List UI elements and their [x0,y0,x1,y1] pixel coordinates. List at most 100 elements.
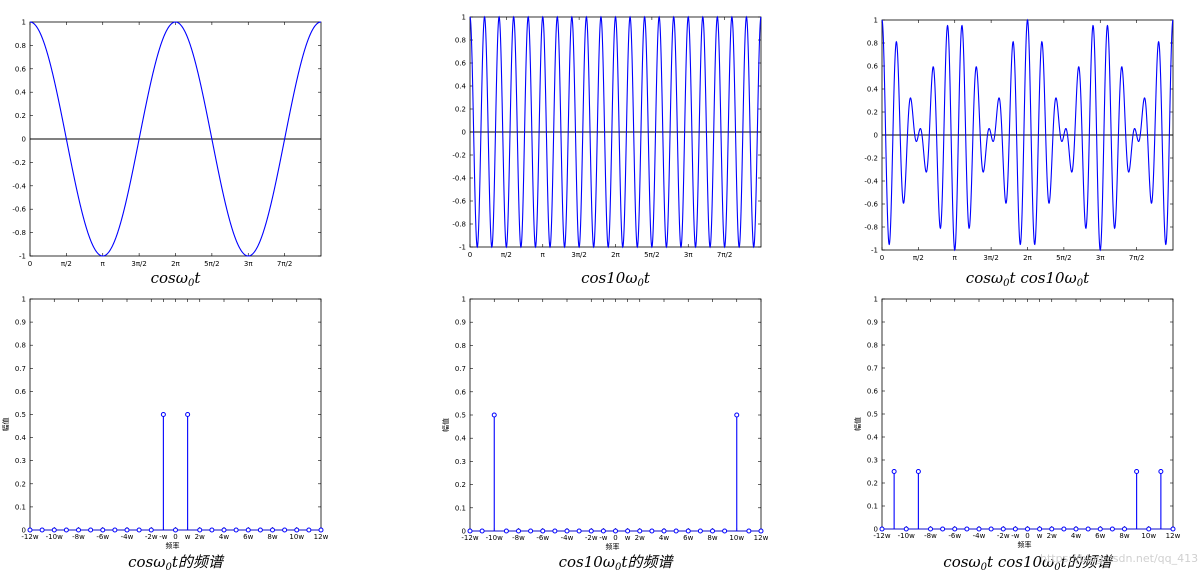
x-axis-label: 频率 [606,542,620,551]
stem-marker [306,527,312,533]
caption-segment: cosω [128,553,165,571]
x-tick-label: 12w [754,534,769,542]
stem-marker [685,528,691,534]
stem-marker [1122,526,1127,532]
y-tick-label: 0.6 [867,63,879,71]
y-tick-label: 0.8 [15,342,26,350]
y-tick-label: 0.5 [867,411,878,419]
x-tick-label: w [185,533,191,541]
y-tick-label: -0.4 [864,178,878,186]
stem-marker [1134,469,1140,474]
x-tick-label: 7π/2 [1129,254,1144,262]
x-tick-label: -2w [145,533,158,541]
stem-marker [903,526,909,532]
stem-marker [221,527,227,533]
stem-marker [1037,526,1043,532]
stem-marker [100,527,106,533]
y-tick-label: 0.3 [15,457,26,465]
x-tick-label: 3π/2 [571,251,586,259]
chart-caption: cosω0t cos10ω0t [966,269,1090,289]
y-tick-label: 0.1 [455,504,466,512]
x-axis-label: 频率 [1018,540,1032,549]
stem-marker [988,526,994,532]
x-tick-label: -w [1011,532,1020,540]
caption-segment: cosω [943,553,980,571]
caption-subscript: 0 [188,278,195,289]
x-tick-label: 0 [613,534,617,542]
chart-caption: cos10ω0t的频谱 [559,553,675,573]
x-tick-label: π/2 [61,260,72,268]
x-tick-label: 0 [173,533,177,541]
y-tick-label: 0.4 [867,86,879,94]
caption-segment: cosω [151,269,188,287]
stem-marker [758,528,764,534]
stem-marker [576,528,582,534]
x-tick-label: 5π/2 [1056,254,1071,262]
x-tick-label: 0 [880,254,884,262]
x-tick-label: π [953,254,958,262]
caption-segment: t [1083,269,1090,287]
y-tick-label: 0.7 [455,365,466,373]
stem-marker [588,528,594,534]
stem-marker [625,528,631,534]
stem-marker [1025,526,1030,532]
stem-marker [63,527,69,533]
stem-marker [915,469,921,474]
stem-marker [467,528,473,534]
x-tick-label: 7π/2 [717,251,732,259]
x-tick-label: 0 [28,260,32,268]
x-tick-label: 7π/2 [277,260,292,268]
stem-marker [88,527,94,533]
stem-marker [173,527,178,533]
x-tick-label: π [541,251,546,259]
series-line [469,15,762,249]
x-tick-label: π [101,260,106,268]
y-tick-label: 0.4 [15,434,27,442]
y-tick-label: 0 [22,136,26,144]
caption-subscript: 0 [1003,278,1010,289]
stem-marker [1158,469,1164,474]
y-tick-label: 1 [462,296,466,304]
stem-marker [294,527,300,533]
x-tick-label: -8w [512,534,525,542]
y-tick-label: 1 [462,14,466,22]
chart-panel-5: 0 0.1 0.2 0.3 0.4 0.5 0.6 0.7 0.8 0.9 1 -12w -10w -8w… [441,296,769,574]
stem-marker [1012,526,1018,532]
y-tick-label: -0.2 [452,152,466,160]
stem-marker [1097,526,1103,532]
x-tick-label: -6w [536,534,549,542]
chart-panel-2: -1 -0.8 -0.6 -0.4 -0.2 0 0.2 0.4 0.6 0.8 1 0 π/2 π 3π/… [452,14,762,289]
stem-marker [209,527,215,533]
stem-marker [600,528,606,534]
stem-marker [928,526,933,532]
y-axis-label: 幅值 [441,418,450,432]
y-tick-label: 0.5 [455,412,466,420]
x-tick-label: 3π [1096,254,1105,262]
stem-marker [257,527,263,533]
x-tick-label: 2w [1047,532,1057,540]
x-tick-label: -10w [898,532,915,540]
stem-marker [528,528,534,534]
x-tick-label: 10w [1141,532,1156,540]
x-tick-label: π/2 [501,251,512,259]
x-tick-label: 3π/2 [131,260,146,268]
x-tick-label: -w [599,534,608,542]
stem-marker [136,527,142,533]
y-tick-label: 0.6 [15,388,27,396]
caption-segment: t cos10ω [1010,269,1077,287]
y-tick-label: 1 [22,19,26,27]
y-tick-label: -0.8 [12,229,26,237]
stem-marker [245,527,251,533]
caption-subscript: 0 [638,278,645,289]
stem-marker [76,527,81,533]
stem-marker [976,526,982,532]
x-tick-label: -6w [96,533,109,541]
plot-frame [881,298,1174,530]
x-tick-label: π/2 [913,254,924,262]
y-tick-label: 0.4 [455,83,467,91]
y-axis-label: 幅值 [853,417,862,431]
stem-marker [964,526,970,532]
y-tick-label: 0.2 [15,112,26,120]
stem-marker [1170,526,1176,532]
y-tick-label: 0.9 [867,319,878,327]
